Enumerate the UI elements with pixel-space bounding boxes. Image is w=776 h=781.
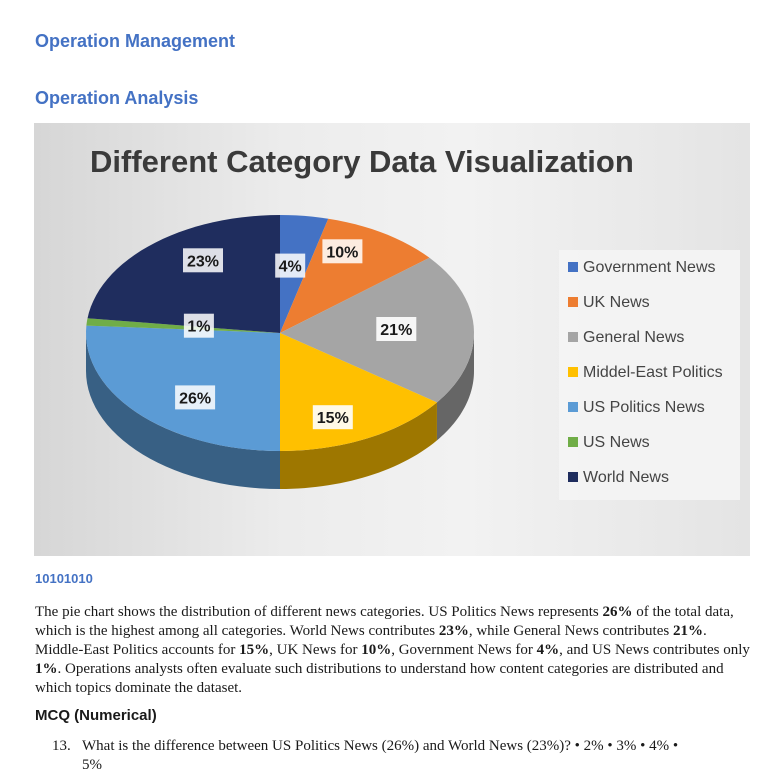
legend-swatch bbox=[568, 437, 578, 447]
legend-swatch bbox=[568, 262, 578, 272]
pie-data-label: 21% bbox=[376, 317, 417, 341]
paragraph-value: 4% bbox=[536, 642, 560, 658]
paragraph-text: . Operations analysts often evaluate suc… bbox=[35, 661, 724, 696]
description-paragraph: The pie chart shows the distribution of … bbox=[35, 603, 751, 698]
legend-box bbox=[559, 250, 740, 500]
legend-label: US News bbox=[583, 434, 650, 451]
mcq-heading: MCQ (Numerical) bbox=[35, 707, 157, 724]
pie-data-label-text: 26% bbox=[179, 390, 211, 407]
paragraph-text: , UK News for bbox=[269, 642, 362, 658]
question-text-continued: 5% bbox=[82, 757, 102, 773]
question-number: 13. bbox=[52, 738, 71, 754]
legend-swatch bbox=[568, 297, 578, 307]
pie-data-label-text: 21% bbox=[380, 322, 412, 339]
paragraph-value: 21% bbox=[672, 623, 703, 639]
pie-data-label: 15% bbox=[312, 405, 353, 430]
legend-entry: General News bbox=[568, 329, 684, 346]
legend-entry: UK News bbox=[568, 294, 650, 311]
question-13: 13. What is the difference between US Pol… bbox=[52, 737, 752, 775]
pie-data-label-text: 15% bbox=[317, 410, 349, 427]
chart-title: Different Category Data Visualization bbox=[90, 144, 634, 179]
figure-code: 10101010 bbox=[35, 571, 93, 586]
legend-entry: US Politics News bbox=[568, 399, 705, 416]
paragraph-text: of the total data, which is the highest … bbox=[35, 604, 734, 639]
legend-entry: US News bbox=[568, 434, 650, 451]
paragraph-value: 15% bbox=[239, 642, 270, 658]
pie-data-label: 4% bbox=[275, 253, 306, 278]
paragraph-text: . Middle-East Politics accounts for bbox=[35, 623, 707, 658]
legend-swatch bbox=[568, 472, 578, 482]
legend-label: World News bbox=[583, 469, 669, 486]
paragraph-text: The pie chart shows the distribution of … bbox=[35, 604, 603, 620]
legend-label: US Politics News bbox=[583, 399, 705, 416]
section-heading: Operation Analysis bbox=[35, 88, 199, 108]
pie-data-label-text: 1% bbox=[187, 319, 210, 336]
legend-swatch bbox=[568, 332, 578, 342]
paragraph-text: , Government News for bbox=[391, 642, 537, 658]
paragraph-value: 1% bbox=[35, 661, 58, 677]
paragraph-value: 23% bbox=[438, 623, 469, 639]
pie-data-label: 23% bbox=[183, 248, 223, 273]
pie-slice-side bbox=[280, 402, 437, 489]
pie-slice-side bbox=[436, 333, 474, 441]
legend-label: UK News bbox=[583, 294, 650, 311]
legend-swatch bbox=[568, 402, 578, 412]
pie-data-label-text: 23% bbox=[187, 253, 219, 270]
paragraph-value: 10% bbox=[361, 642, 392, 658]
question-text: What is the difference between US Politi… bbox=[82, 738, 679, 754]
legend-entry: Middel-East Politics bbox=[568, 364, 723, 381]
legend-label: General News bbox=[583, 329, 684, 346]
pie-data-labels: 4% 10% 21% 15% 26% 1% 23% bbox=[175, 239, 417, 430]
pie-slice bbox=[87, 215, 280, 333]
pie-data-label: 10% bbox=[322, 239, 363, 264]
legend-label: Middel-East Politics bbox=[583, 364, 723, 381]
pie-slice bbox=[280, 218, 430, 333]
legend-entry: Government News bbox=[568, 259, 716, 276]
document-heading: Operation Management bbox=[35, 31, 236, 51]
legend-label: Government News bbox=[583, 259, 716, 276]
legend-swatch bbox=[568, 367, 578, 377]
pie-data-label-text: 4% bbox=[279, 259, 302, 276]
pie-depth bbox=[86, 333, 474, 489]
pie-chart: Different Category Data Visualization 4%… bbox=[86, 144, 740, 500]
paragraph-text: , and US News contributes only bbox=[559, 642, 750, 658]
legend-entry: World News bbox=[568, 469, 669, 486]
pie-data-label-text: 10% bbox=[326, 244, 358, 261]
pie-slice bbox=[86, 318, 280, 333]
paragraph-text: , while General News contributes bbox=[468, 623, 673, 639]
chart-legend: Government News UK News General News Middel… bbox=[568, 259, 723, 486]
pie-chart-figure: Different Category Data Visualization 4%… bbox=[34, 123, 750, 556]
pie-slice-side bbox=[86, 333, 280, 489]
paragraph-value: 26% bbox=[602, 604, 633, 620]
pie-data-label: 26% bbox=[175, 385, 216, 410]
pie-data-label: 1% bbox=[183, 313, 214, 338]
